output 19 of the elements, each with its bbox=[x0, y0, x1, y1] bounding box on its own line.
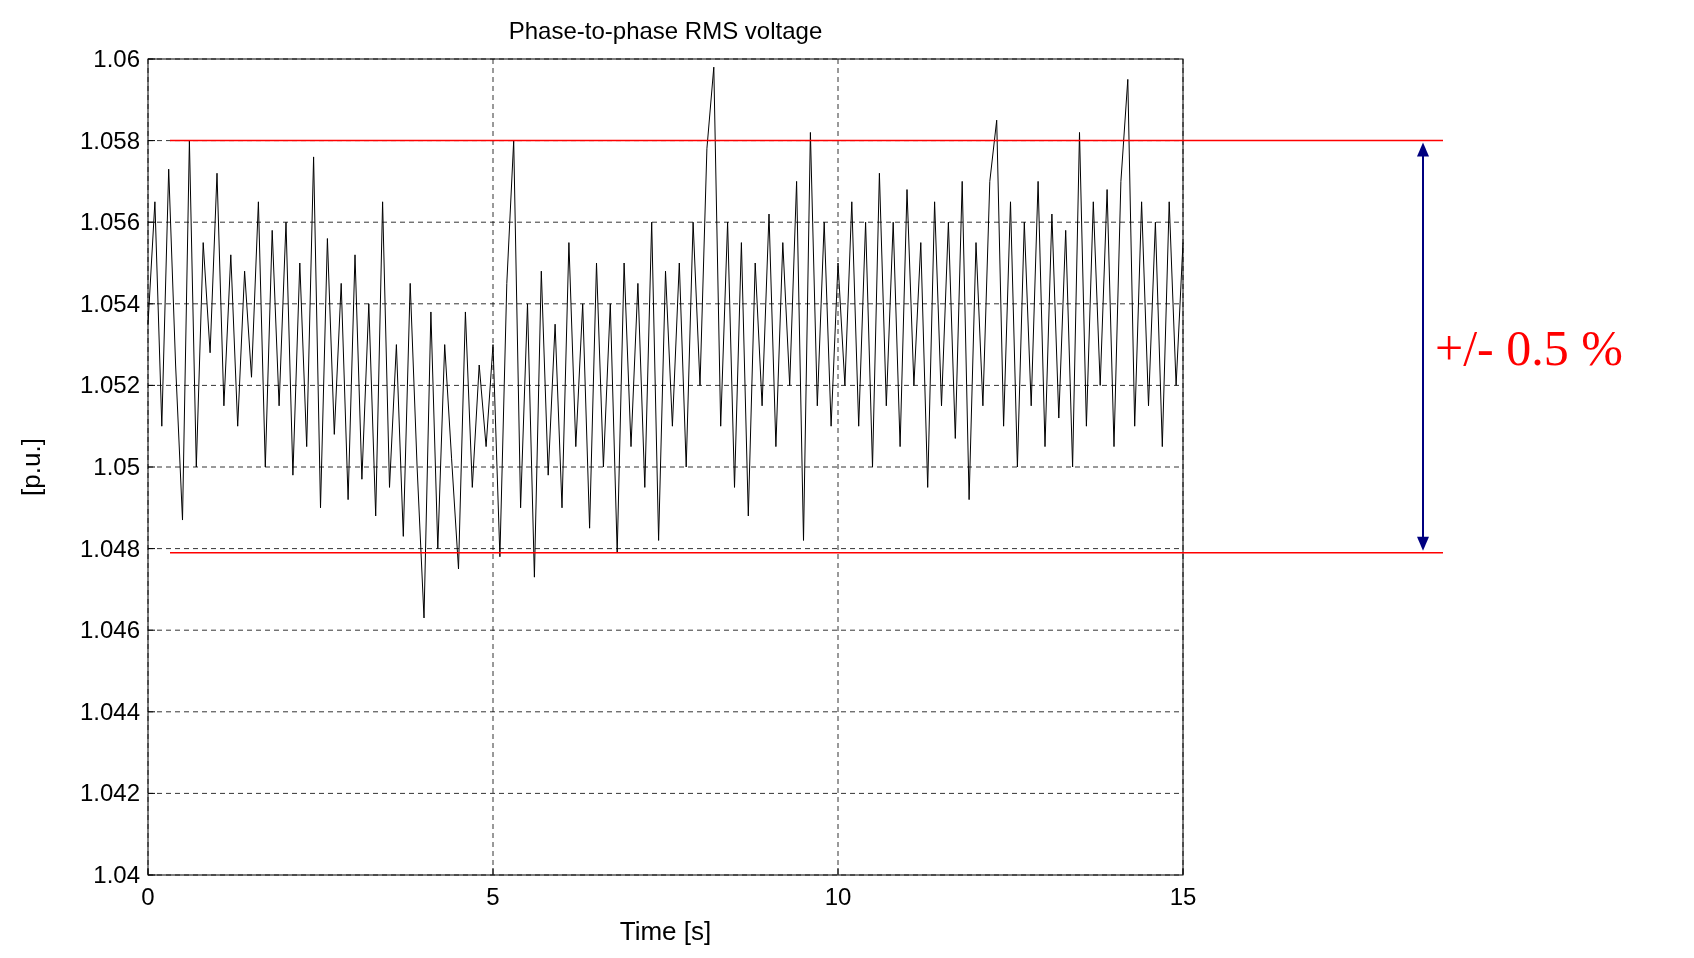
x-axis-title: Time [s] bbox=[619, 916, 712, 946]
x-tick-label: 10 bbox=[824, 883, 852, 910]
y-tick-label: 1.06 bbox=[93, 45, 140, 72]
x-tick-label: 15 bbox=[1169, 883, 1197, 910]
text: +/- 0.5 % bbox=[1435, 319, 1623, 376]
y-axis-title: [p.u.] bbox=[16, 438, 46, 496]
y-tick-label: 1.048 bbox=[79, 534, 140, 562]
x-tick-label: 5 bbox=[486, 883, 500, 910]
y-tick-label: 1.05 bbox=[93, 453, 140, 480]
y-tick-label: 1.054 bbox=[79, 289, 140, 317]
x-tick-label: 0 bbox=[141, 883, 155, 910]
y-tick-label: 1.04 bbox=[93, 861, 140, 888]
y-tick-label: 1.044 bbox=[79, 697, 140, 725]
y-tick-label: 1.056 bbox=[79, 208, 140, 236]
y-tick-label: 1.046 bbox=[79, 616, 140, 644]
y-tick-label: 1.052 bbox=[79, 371, 140, 399]
y-tick-label: 1.058 bbox=[79, 126, 140, 154]
chart-title: Phase-to-phase RMS voltage bbox=[508, 17, 823, 44]
y-tick-label: 1.042 bbox=[79, 779, 140, 807]
